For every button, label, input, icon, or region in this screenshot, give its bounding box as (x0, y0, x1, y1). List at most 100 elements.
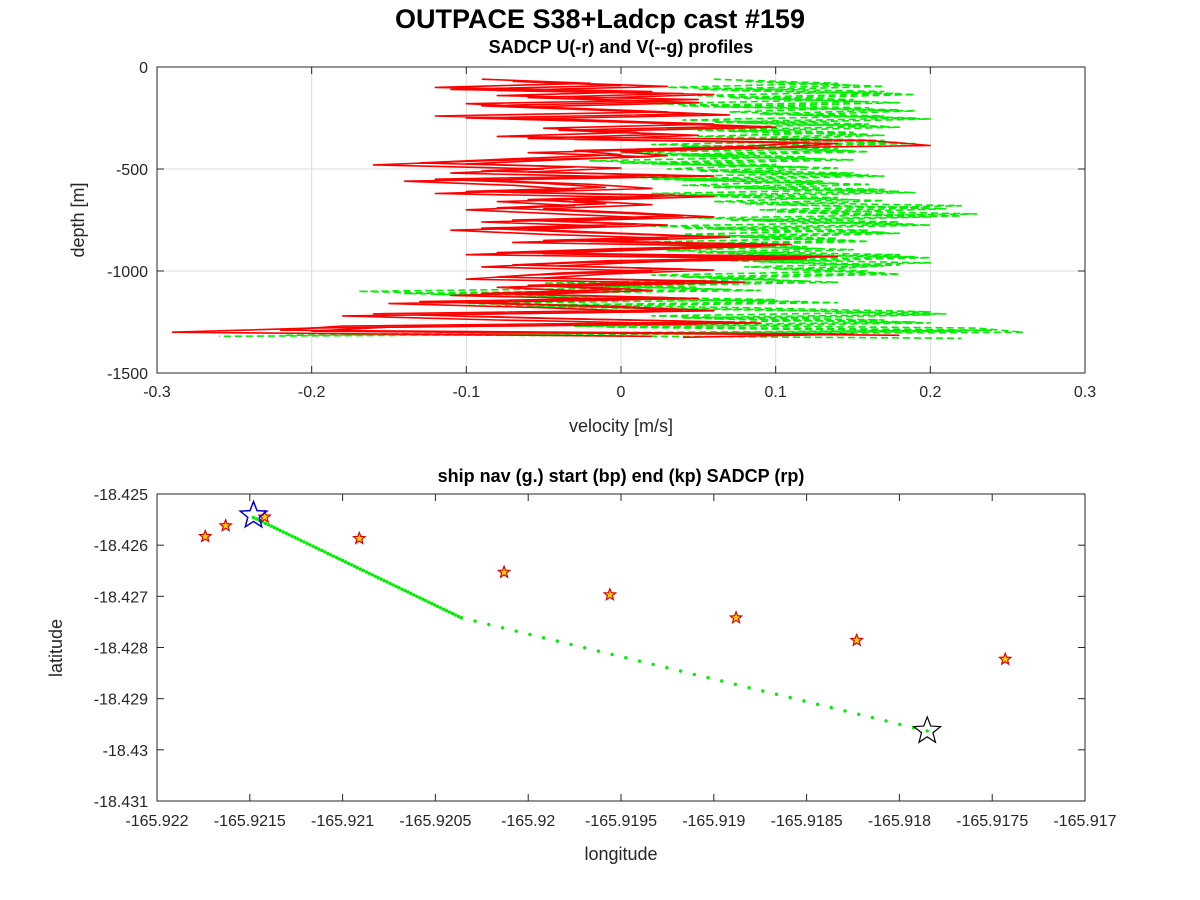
ship-nav-point (624, 656, 628, 660)
ship-nav-point (311, 544, 315, 548)
nav-xtick-label: -165.9205 (399, 813, 471, 830)
ship-nav-point (427, 600, 431, 604)
profiles-xtick-label: -0.1 (453, 384, 481, 401)
ship-nav-point (302, 540, 306, 544)
start-star-marker (238, 499, 269, 529)
profiles-xtick-label: -0.3 (143, 384, 171, 401)
nav-xtick-label: -165.922 (125, 813, 188, 830)
ship-nav-point (272, 525, 276, 530)
ship-nav-point (898, 722, 902, 726)
ship-nav-point (487, 622, 491, 627)
ship-nav-point (394, 584, 398, 588)
ship-nav-point (678, 669, 683, 673)
sadcp-point-5 (602, 587, 618, 601)
ship-nav-point (637, 659, 642, 663)
ship-nav-point (424, 598, 428, 603)
ship-nav-point (815, 702, 820, 706)
ship-nav-point (284, 531, 288, 535)
ship-nav-point (308, 543, 312, 547)
ship-nav-point (281, 530, 285, 534)
ship-nav-point (555, 639, 559, 643)
ship-nav-point (290, 534, 294, 538)
profiles-ylabel: depth [m] (68, 182, 88, 257)
nav-ytick-label: -18.43 (103, 743, 148, 760)
ship-nav-point (884, 719, 888, 723)
ship-nav-point (364, 570, 369, 574)
ship-nav-point (733, 682, 738, 686)
nav-xtick-label: -165.917 (1053, 813, 1116, 830)
ship-nav-point (596, 649, 601, 653)
ship-nav-point (278, 528, 282, 533)
ship-nav-point (500, 626, 505, 630)
profiles-xtick-label: 0.3 (1074, 384, 1096, 401)
ship-nav-point (317, 547, 321, 551)
ship-nav-point (843, 709, 847, 713)
v-profile-line-2 (280, 81, 963, 337)
ship-nav-point (370, 573, 374, 577)
ship-nav-point (343, 560, 348, 564)
ship-nav-point (382, 578, 386, 583)
sadcp-point-0 (197, 528, 213, 543)
ship-nav-point (415, 594, 419, 598)
ship-nav-point (435, 604, 440, 609)
profiles-ytick-label: -1500 (107, 366, 148, 383)
ship-nav-point (651, 662, 655, 667)
v-profile-line-1 (341, 80, 993, 340)
ship-nav-point (409, 591, 413, 596)
sadcp-point-1 (218, 518, 233, 532)
ship-nav-point (665, 666, 669, 670)
sadcp-point-6 (728, 610, 744, 625)
nav-ytick-label: -18.425 (94, 487, 148, 504)
ship-nav-point (329, 553, 333, 557)
profiles-xtick-label: -0.2 (298, 384, 326, 401)
ship-nav-point (379, 577, 383, 581)
nav-ytick-label: -18.428 (94, 641, 148, 658)
ship-nav-point (305, 541, 309, 545)
ship-nav-point (447, 610, 452, 614)
profiles-chart: SADCP U(-r) and V(--g) profiles -0.3 -0.2… (68, 37, 1096, 436)
ship-nav-point (453, 613, 458, 617)
nav-xtick-label: -165.92 (501, 813, 555, 830)
nav-xtick-label: -165.921 (311, 813, 374, 830)
ship-nav-point (761, 689, 765, 693)
ship-nav-point (514, 629, 518, 633)
ship-nav-point (346, 561, 351, 566)
profiles-xtick-label: 0.1 (765, 384, 787, 401)
ship-nav-point (857, 712, 861, 716)
ship-nav-point (870, 715, 875, 720)
ship-nav-point (287, 533, 291, 537)
ship-nav-point (692, 672, 696, 677)
end-star-marker (912, 715, 943, 744)
ship-nav-point (774, 692, 779, 696)
ship-nav-point (925, 729, 929, 733)
ship-nav-point (433, 603, 437, 607)
ship-nav-point (299, 538, 303, 543)
ship-nav-point (456, 614, 461, 619)
sadcp-point-4 (496, 564, 512, 579)
ship-nav-point (403, 588, 407, 593)
profiles-ytick-label: 0 (139, 60, 148, 77)
sadcp-point-2 (257, 509, 272, 524)
ship-nav-point (251, 515, 256, 520)
sadcp-point-3 (352, 530, 367, 545)
nav-xtick-label: -165.9185 (771, 813, 843, 830)
ship-nav-point (361, 568, 366, 573)
ship-nav-point (337, 557, 342, 561)
ship-nav-point (320, 548, 324, 553)
ship-nav-point (541, 636, 546, 640)
ship-nav-point (391, 583, 395, 587)
nav-ytick-label: -18.426 (94, 538, 148, 555)
ship-nav-point (296, 537, 300, 541)
profiles-ytick-label: -500 (116, 162, 148, 179)
ship-nav-point (326, 551, 330, 556)
ship-nav-point (421, 597, 425, 601)
nav-plot-area (157, 494, 1085, 801)
ship-nav-point (293, 535, 297, 540)
profiles-ticks: -0.3 -0.2 -0.1 0 0.1 0.2 0.3 0 -500 -1000 -1500 (107, 60, 1096, 401)
nav-ticks: -165.922 -165.9215 -165.921 -165.9205 -165.9… (94, 487, 1117, 830)
ship-nav-point (376, 576, 380, 580)
ship-nav-point (385, 580, 389, 584)
ship-nav-point (373, 574, 377, 578)
